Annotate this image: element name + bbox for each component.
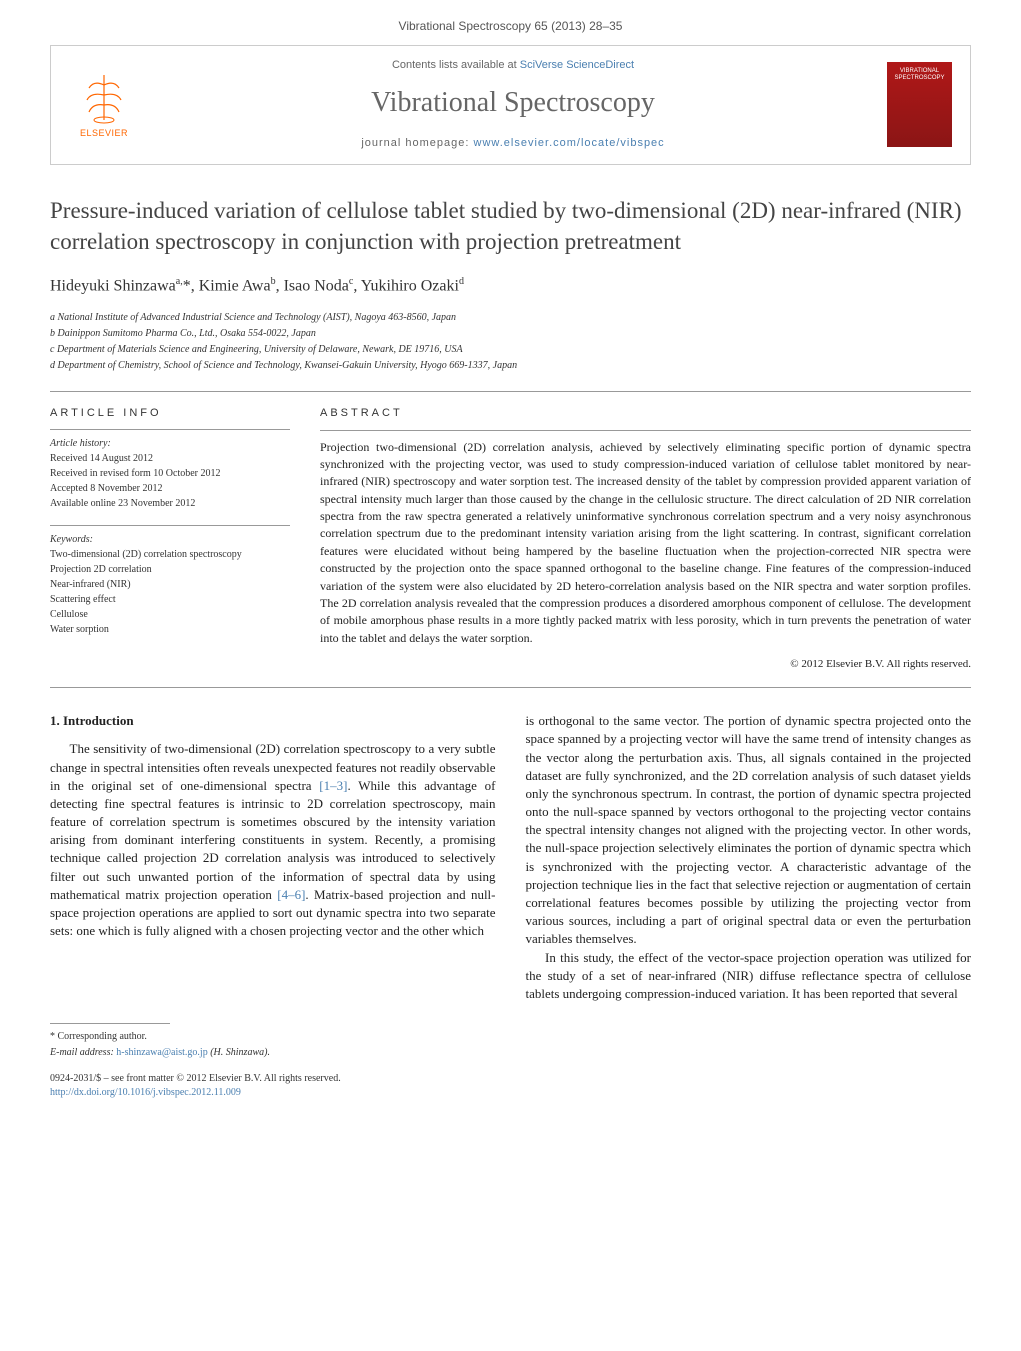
- affiliation-a: a National Institute of Advanced Industr…: [50, 310, 971, 325]
- publisher-logo: ELSEVIER: [69, 65, 139, 145]
- divider-top: [50, 391, 971, 392]
- email-label: E-mail address:: [50, 1047, 116, 1058]
- divider-bottom: [50, 687, 971, 688]
- keywords-divider: [50, 525, 290, 526]
- article-title: Pressure-induced variation of cellulose …: [50, 195, 971, 257]
- author-email-link[interactable]: h-shinzawa@aist.go.jp: [116, 1047, 207, 1058]
- journal-citation-banner: Vibrational Spectroscopy 65 (2013) 28–35: [0, 0, 1021, 45]
- abstract-text: Projection two-dimensional (2D) correlat…: [320, 439, 971, 648]
- body-text-columns: 1. Introduction The sensitivity of two-d…: [50, 712, 971, 1003]
- p1-text-b: . While this advantage of detecting fine…: [50, 778, 496, 902]
- intro-paragraph-2: In this study, the effect of the vector-…: [526, 949, 972, 1004]
- article-info-column: ARTICLE INFO Article history: Received 1…: [50, 406, 290, 674]
- homepage-prefix: journal homepage:: [361, 137, 473, 149]
- history-online: Available online 23 November 2012: [50, 496, 290, 511]
- contents-prefix: Contents lists available at: [392, 59, 520, 71]
- section-1-heading: 1. Introduction: [50, 712, 496, 730]
- elsevier-tree-icon: [79, 70, 129, 125]
- ref-link-4-6[interactable]: [4–6]: [277, 887, 305, 902]
- keyword-1: Two-dimensional (2D) correlation spectro…: [50, 547, 290, 562]
- keyword-4: Scattering effect: [50, 592, 290, 607]
- history-received: Received 14 August 2012: [50, 451, 290, 466]
- email-line: E-mail address: h-shinzawa@aist.go.jp (H…: [50, 1046, 971, 1060]
- homepage-link[interactable]: www.elsevier.com/locate/vibspec: [474, 137, 665, 149]
- affiliation-d: d Department of Chemistry, School of Sci…: [50, 358, 971, 373]
- keyword-3: Near-infrared (NIR): [50, 577, 290, 592]
- abstract-heading: ABSTRACT: [320, 406, 971, 422]
- email-suffix: (H. Shinzawa).: [208, 1047, 270, 1058]
- footer-legal: 0924-2031/$ – see front matter © 2012 El…: [50, 1072, 971, 1100]
- affiliation-b: b Dainippon Sumitomo Pharma Co., Ltd., O…: [50, 326, 971, 341]
- keywords-section: Keywords: Two-dimensional (2D) correlati…: [50, 532, 290, 637]
- keyword-6: Water sorption: [50, 622, 290, 637]
- affiliation-c: c Department of Materials Science and En…: [50, 342, 971, 357]
- publisher-name: ELSEVIER: [80, 127, 128, 140]
- journal-header-box: ELSEVIER Contents lists available at Sci…: [50, 45, 971, 165]
- footer-block: * Corresponding author. E-mail address: …: [50, 1023, 971, 1100]
- abstract-divider: [320, 430, 971, 431]
- ref-link-1-3[interactable]: [1–3]: [319, 778, 347, 793]
- info-divider: [50, 429, 290, 430]
- contents-lists-line: Contents lists available at SciVerse Sci…: [139, 58, 887, 73]
- article-info-heading: ARTICLE INFO: [50, 406, 290, 421]
- corresponding-author: * Corresponding author.: [50, 1030, 971, 1044]
- affiliations: a National Institute of Advanced Industr…: [50, 310, 971, 373]
- doi-link[interactable]: http://dx.doi.org/10.1016/j.vibspec.2012…: [50, 1087, 241, 1098]
- abstract-column: ABSTRACT Projection two-dimensional (2D)…: [320, 406, 971, 674]
- sciencedirect-link[interactable]: SciVerse ScienceDirect: [520, 59, 634, 71]
- header-center: Contents lists available at SciVerse Sci…: [139, 58, 887, 152]
- meta-abstract-row: ARTICLE INFO Article history: Received 1…: [50, 406, 971, 674]
- keyword-5: Cellulose: [50, 607, 290, 622]
- intro-paragraph-1: The sensitivity of two-dimensional (2D) …: [50, 740, 496, 940]
- footer-separator: [50, 1023, 170, 1024]
- body-column-right: is orthogonal to the same vector. The po…: [526, 712, 972, 1003]
- journal-name: Vibrational Spectroscopy: [139, 83, 887, 122]
- copyright-line: © 2012 Elsevier B.V. All rights reserved…: [320, 657, 971, 673]
- keywords-label: Keywords:: [50, 532, 290, 547]
- body-column-left: 1. Introduction The sensitivity of two-d…: [50, 712, 496, 1003]
- author-list: Hideyuki Shinzawaa,*, Kimie Awab, Isao N…: [50, 275, 971, 298]
- article-history: Article history: Received 14 August 2012…: [50, 436, 290, 511]
- journal-homepage-line: journal homepage: www.elsevier.com/locat…: [139, 136, 887, 151]
- intro-paragraph-1-cont: is orthogonal to the same vector. The po…: [526, 712, 972, 948]
- cover-thumb-title: VIBRATIONAL SPECTROSCOPY: [891, 68, 948, 82]
- history-label: Article history:: [50, 436, 290, 451]
- issn-copyright-line: 0924-2031/$ – see front matter © 2012 El…: [50, 1072, 971, 1086]
- journal-cover-thumbnail: VIBRATIONAL SPECTROSCOPY: [887, 62, 952, 147]
- keyword-2: Projection 2D correlation: [50, 562, 290, 577]
- history-revised: Received in revised form 10 October 2012: [50, 466, 290, 481]
- history-accepted: Accepted 8 November 2012: [50, 481, 290, 496]
